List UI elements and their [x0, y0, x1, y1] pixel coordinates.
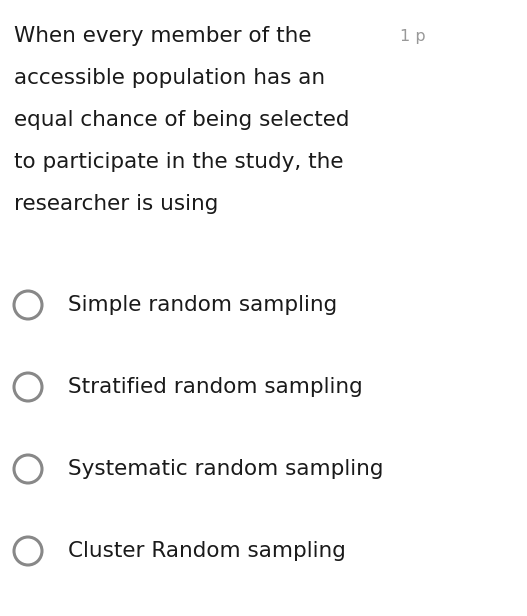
Text: Cluster Random sampling: Cluster Random sampling [68, 541, 346, 561]
Text: When every member of the: When every member of the [14, 25, 311, 46]
Text: Simple random sampling: Simple random sampling [68, 295, 337, 315]
Text: 1 p: 1 p [400, 30, 426, 44]
Text: Stratified random sampling: Stratified random sampling [68, 377, 363, 397]
Text: equal chance of being selected: equal chance of being selected [14, 110, 349, 129]
Text: accessible population has an: accessible population has an [14, 68, 325, 87]
Text: Systematic random sampling: Systematic random sampling [68, 459, 384, 479]
Text: to participate in the study, the: to participate in the study, the [14, 152, 344, 171]
Text: researcher is using: researcher is using [14, 193, 218, 214]
